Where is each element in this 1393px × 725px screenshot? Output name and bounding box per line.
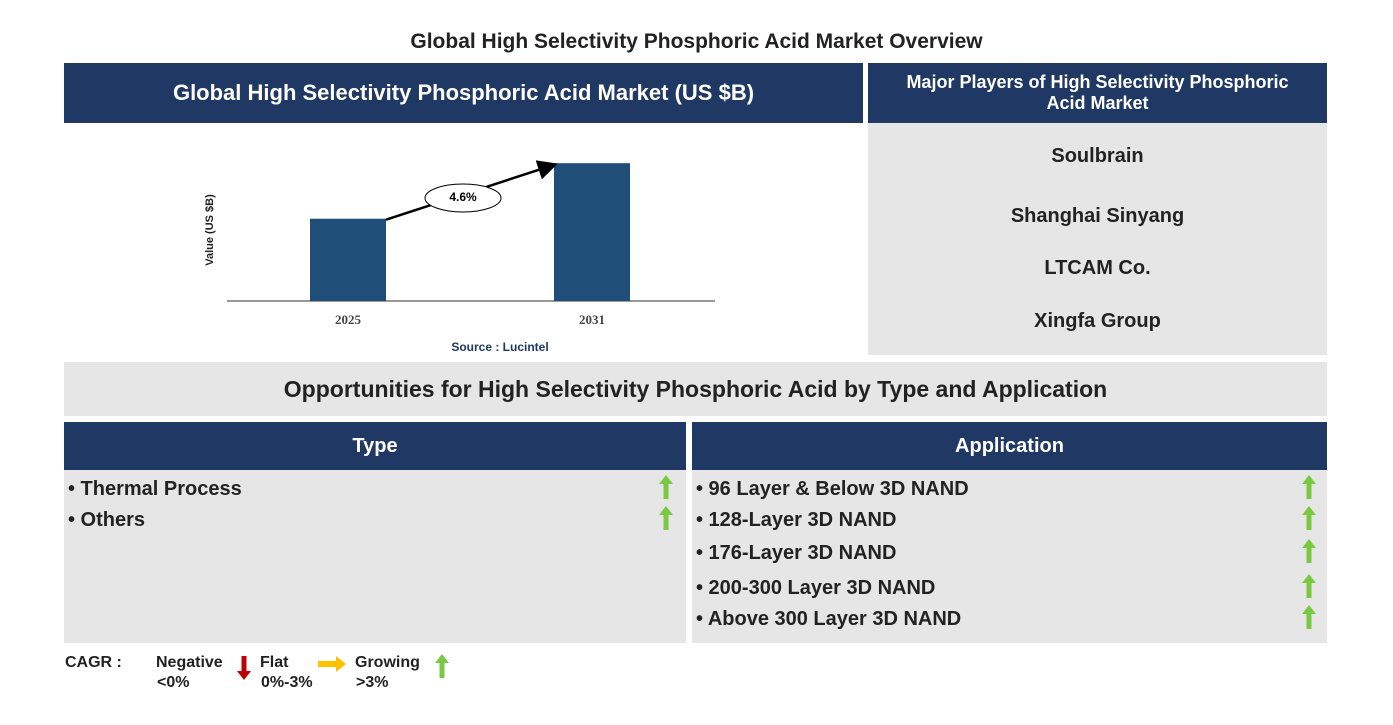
trend-arrow [659,506,673,530]
arrow-shape [1302,475,1316,499]
x-tick-label: 2025 [335,312,362,327]
list-item: • 128-Layer 3D NAND [696,509,897,531]
player-name: LTCAM Co. [1044,257,1151,279]
list-item: • Others [68,509,146,531]
bar [310,218,386,301]
legend: CAGR : Negative <0% Flat 0%-3% Growing >3% [0,650,600,700]
trend-arrow [1302,506,1316,530]
arrow-shape [1302,506,1316,530]
trend-arrow [435,654,449,678]
trend-arrow [237,656,251,680]
trend-arrow [1302,539,1316,563]
trend-arrow [1302,574,1316,598]
opportunities-title: Opportunities for High Selectivity Phosp… [64,362,1327,416]
arrow-shape [1302,539,1316,563]
arrow-shape [1302,605,1316,629]
application-header: Application [692,422,1327,470]
player-name: Soulbrain [1051,145,1144,167]
list-item: • 96 Layer & Below 3D NAND [696,478,969,500]
trend-arrow [1302,605,1316,629]
list-item: • Above 300 Layer 3D NAND [696,608,962,630]
player-name: Shanghai Sinyang [1010,205,1185,227]
legend-label: CAGR : [65,654,122,671]
y-axis-label: Value (US $B) [204,194,216,266]
source: Source : Lucintel [451,340,548,354]
chart-header: Global High Selectivity Phosphoric Acid … [64,63,863,123]
list-item: • Thermal Process [68,478,242,500]
trend-arrow [659,475,673,499]
type-header: Type [64,422,686,470]
cagr-label: 4.6% [449,190,477,204]
legend-range: 0%-3% [261,674,313,691]
legend-name: Growing [355,654,420,671]
arrow-shape [237,656,251,680]
cagr-bubble [424,183,502,213]
legend-range: >3% [356,674,389,691]
list-item: • 200-300 Layer 3D NAND [696,577,936,599]
page-title: Global High Selectivity Phosphoric Acid … [410,30,983,53]
trend-arrow [318,656,346,672]
arrow-shape [1302,574,1316,598]
arrow-shape [435,654,449,678]
players-box: Soulbrain Shanghai Sinyang LTCAM Co. Xingfa… [868,123,1327,355]
legend-name: Negative [156,654,223,671]
arrow-shape [318,656,346,672]
chart: Value (US $B) Source : Lucintel 2025 2031… [204,160,715,354]
player-name: Xingfa Group [1034,310,1161,332]
type-box: • Thermal Process • Others [64,470,686,643]
list-item: • 176-Layer 3D NAND [696,542,897,564]
players-header: Major Players of High Selectivity Phosph… [868,63,1327,123]
application-box: • 96 Layer & Below 3D NAND • 128-Layer 3D… [692,470,1327,643]
arrow-shape [659,506,673,530]
trend-arrow [1302,475,1316,499]
x-tick-label: 2031 [579,312,605,327]
arrow-shape [659,475,673,499]
bar [554,163,630,301]
legend-range: <0% [157,674,190,691]
legend-name: Flat [260,654,289,671]
